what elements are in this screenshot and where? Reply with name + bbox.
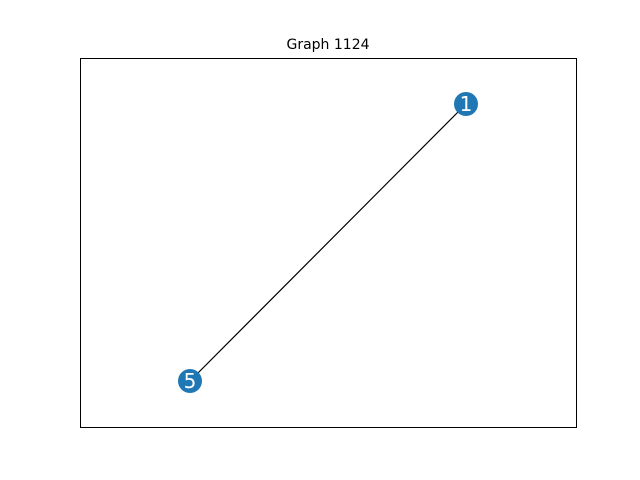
graph-node-1: 1 (454, 92, 478, 116)
graph-edge-1-5 (189, 103, 467, 382)
graph-node-5: 5 (178, 369, 202, 393)
node-circle (454, 92, 478, 116)
edges-layer (189, 103, 467, 382)
plot-frame (80, 58, 577, 428)
node-label: 5 (184, 369, 197, 393)
nodes-layer: 15 (178, 92, 478, 393)
node-circle (178, 369, 202, 393)
node-label: 1 (460, 92, 473, 116)
graph-title: Graph 1124 (286, 37, 369, 53)
